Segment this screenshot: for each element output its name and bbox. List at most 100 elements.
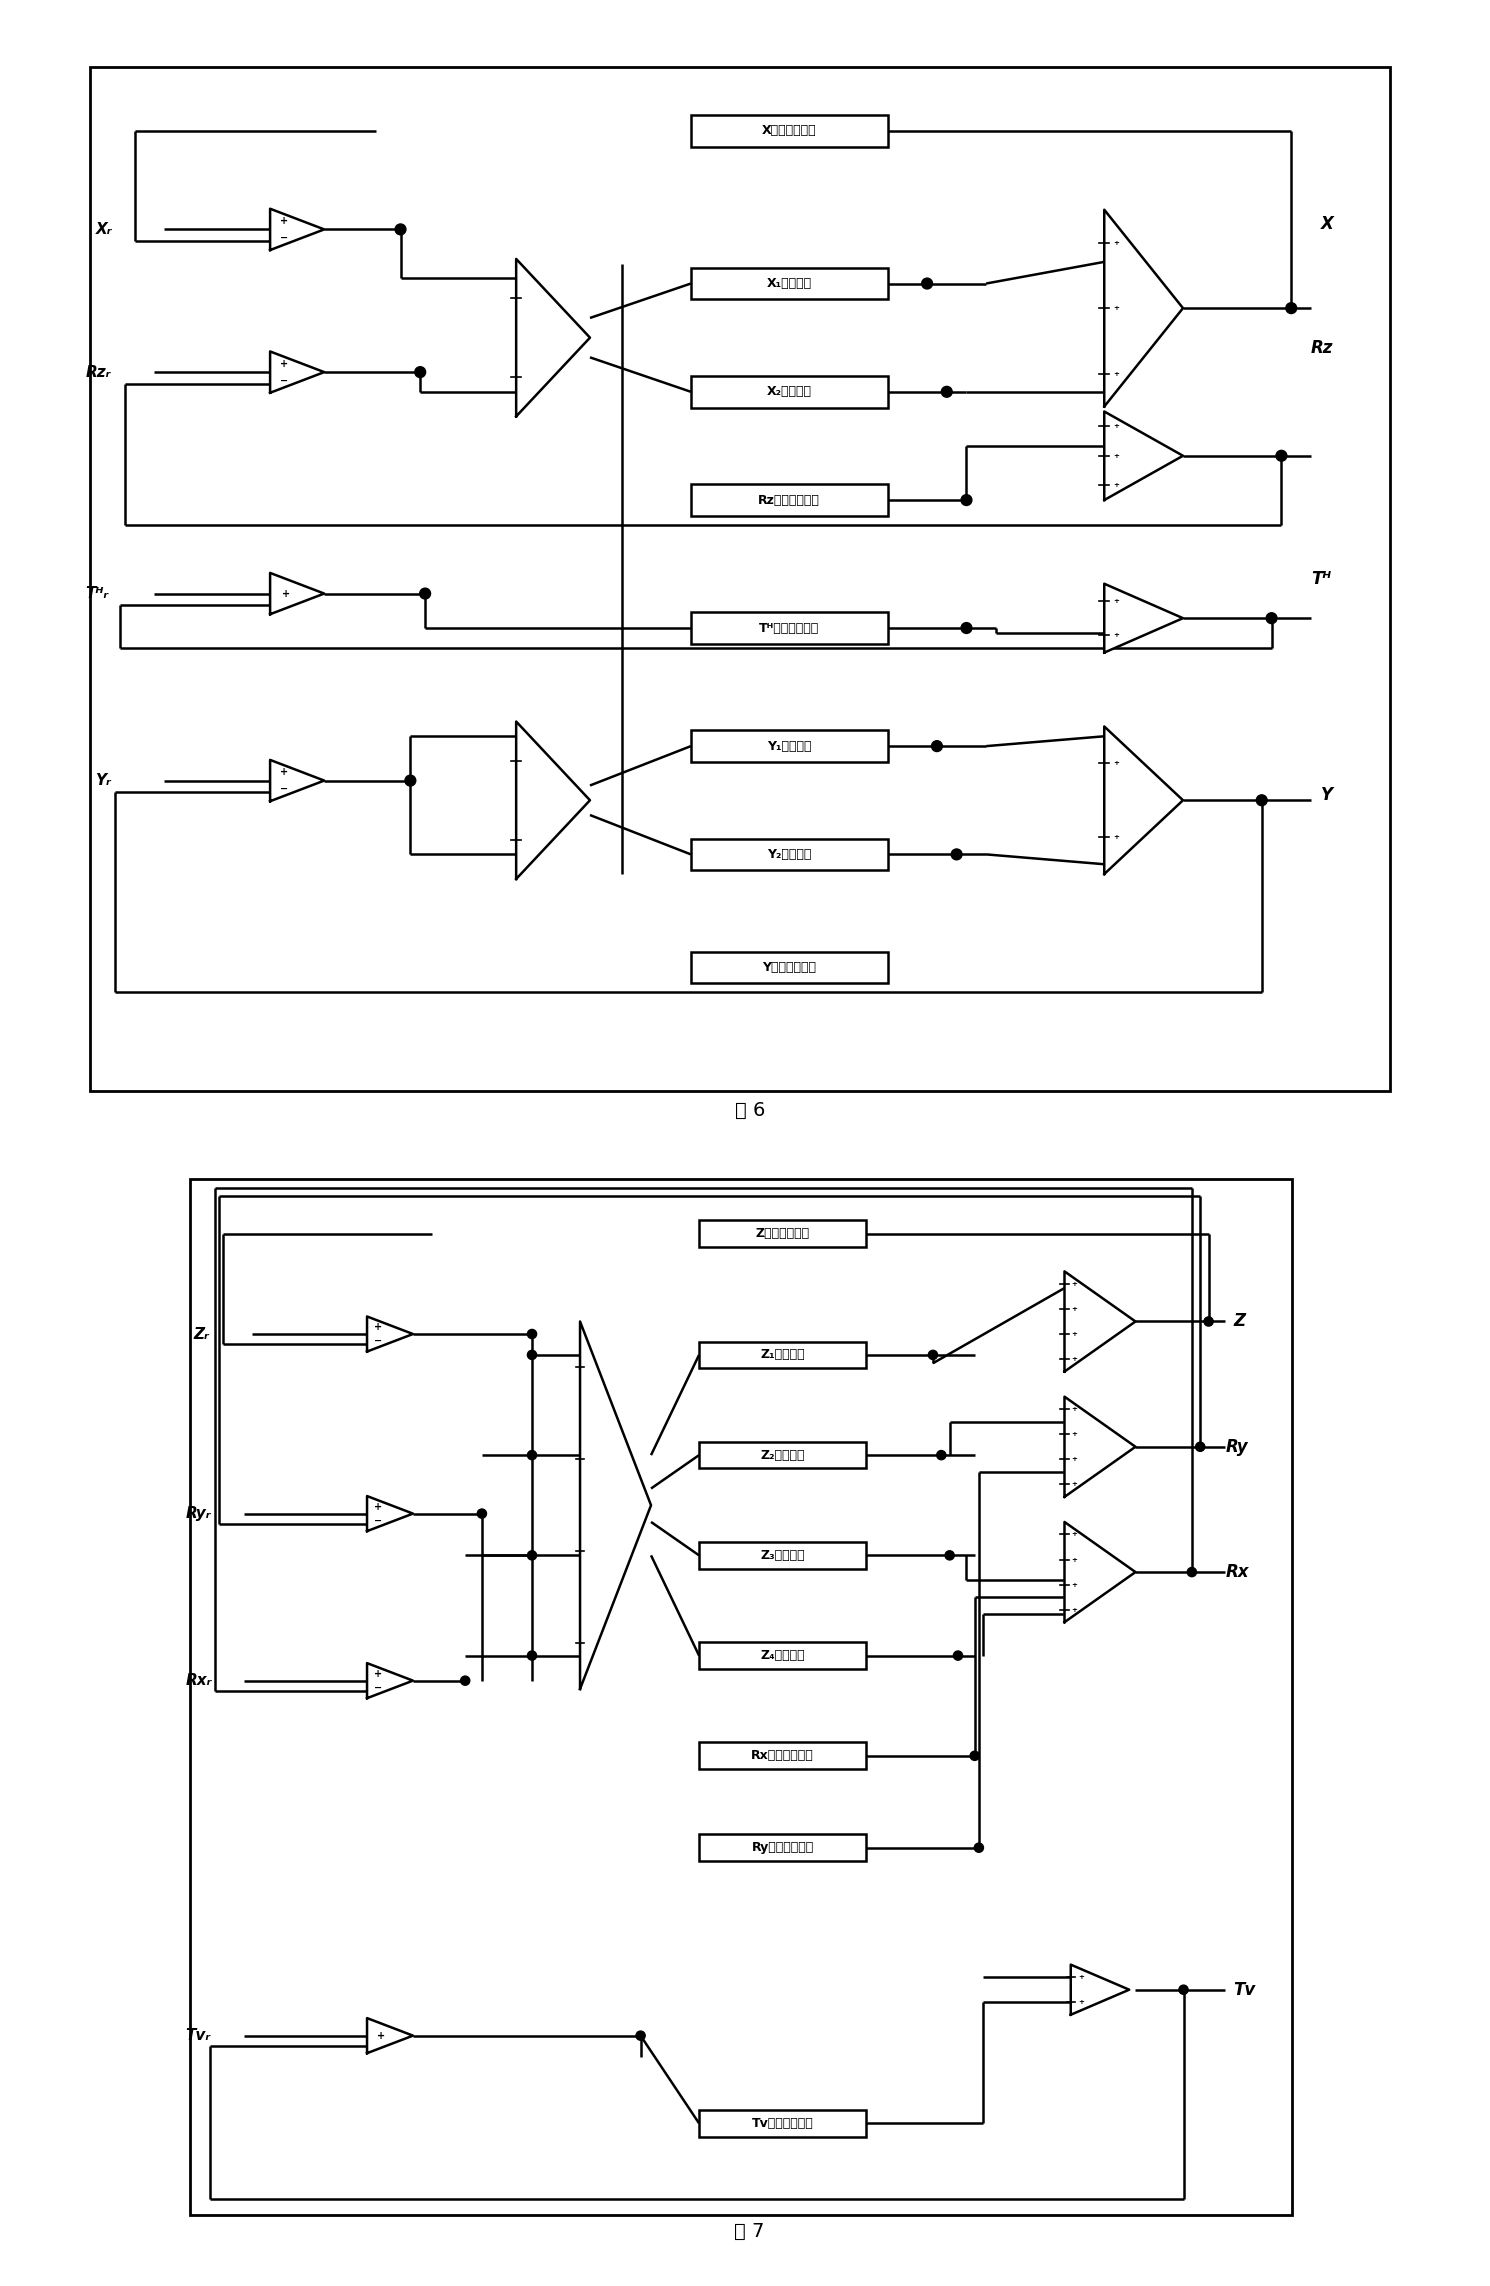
Polygon shape (270, 352, 325, 393)
Polygon shape (1104, 727, 1183, 873)
Bar (691, 839, 888, 871)
Text: Xᵣ: Xᵣ (95, 222, 112, 238)
Text: Z₄激振系统: Z₄激振系统 (760, 1648, 805, 1662)
Text: +: + (1113, 834, 1119, 841)
Circle shape (527, 1550, 536, 1559)
Text: +: + (280, 217, 288, 226)
Bar (699, 1342, 866, 1369)
Circle shape (928, 1351, 937, 1360)
Text: X₂激振系统: X₂激振系统 (767, 386, 812, 398)
Bar (699, 1543, 866, 1568)
Circle shape (961, 622, 971, 633)
Bar (699, 1833, 866, 1861)
Polygon shape (580, 1321, 651, 1689)
Bar (691, 114, 888, 146)
Text: +: + (1113, 240, 1119, 245)
Circle shape (942, 386, 952, 398)
Text: Z₁激振系统: Z₁激振系统 (760, 1349, 805, 1362)
Circle shape (414, 366, 426, 377)
Text: Rz: Rz (1311, 338, 1334, 357)
Text: X₁激振系统: X₁激振系统 (767, 277, 812, 290)
Text: +: + (1071, 1305, 1077, 1312)
Text: +: + (1113, 599, 1119, 604)
Circle shape (922, 279, 933, 288)
Text: Y₁激振系统: Y₁激振系统 (767, 741, 812, 752)
Text: Rxᵣ: Rxᵣ (185, 1673, 212, 1687)
Circle shape (405, 775, 416, 786)
Text: Rx: Rx (1225, 1564, 1249, 1582)
Circle shape (420, 588, 431, 599)
Bar (699, 1442, 866, 1468)
Polygon shape (1104, 210, 1183, 407)
Circle shape (1275, 450, 1287, 462)
Polygon shape (367, 2019, 413, 2053)
Text: Rzᵣ: Rzᵣ (85, 363, 110, 379)
Text: +: + (1071, 1607, 1077, 1612)
Circle shape (954, 1650, 963, 1660)
Bar (699, 1641, 866, 1669)
Circle shape (974, 1843, 983, 1852)
Circle shape (460, 1676, 469, 1685)
Polygon shape (1064, 1397, 1135, 1497)
Text: +: + (1113, 482, 1119, 489)
Polygon shape (1064, 1271, 1135, 1372)
Text: +: + (1071, 1280, 1077, 1287)
Text: +: + (1071, 1356, 1077, 1362)
Text: Tᴴᵣ: Tᴴᵣ (85, 585, 109, 601)
Circle shape (395, 224, 405, 235)
Bar (691, 267, 888, 299)
Text: +: + (1071, 1557, 1077, 1564)
Text: +: + (1071, 1406, 1077, 1413)
Text: +: + (1071, 1330, 1077, 1337)
Text: −: − (280, 233, 288, 242)
Bar (699, 2110, 866, 2137)
Text: Z: Z (1234, 1312, 1246, 1330)
Text: −: − (374, 1516, 383, 1525)
Polygon shape (516, 722, 590, 880)
Circle shape (1266, 613, 1277, 624)
Text: −: − (280, 375, 288, 386)
Text: +: + (282, 588, 291, 599)
Circle shape (1179, 1984, 1188, 1993)
Circle shape (1188, 1568, 1196, 1577)
Circle shape (931, 741, 942, 752)
Circle shape (527, 1452, 536, 1461)
Text: +: + (280, 768, 288, 777)
Text: +: + (1077, 2000, 1083, 2005)
Text: +: + (1113, 370, 1119, 377)
Text: +: + (1113, 423, 1119, 430)
Circle shape (527, 1650, 536, 1660)
Text: +: + (1077, 1975, 1083, 1980)
Polygon shape (367, 1317, 413, 1351)
Text: Tv向三状态反馈: Tv向三状态反馈 (752, 2117, 814, 2131)
Bar (699, 1742, 866, 1769)
Text: Y₂激振系统: Y₂激振系统 (767, 848, 812, 862)
Bar (691, 729, 888, 761)
Text: Tᴴ: Tᴴ (1311, 569, 1331, 588)
Polygon shape (1071, 1964, 1129, 2014)
Text: X: X (1320, 215, 1334, 233)
Text: +: + (377, 2030, 384, 2041)
Text: Rx向三状态反馈: Rx向三状态反馈 (751, 1749, 814, 1763)
Circle shape (1286, 302, 1296, 313)
Circle shape (945, 1550, 954, 1559)
Text: Ry: Ry (1225, 1438, 1249, 1456)
Polygon shape (270, 208, 325, 249)
Circle shape (937, 1452, 946, 1461)
Polygon shape (270, 759, 325, 800)
Text: Zᵣ: Zᵣ (194, 1326, 210, 1342)
Text: +: + (280, 359, 288, 368)
Circle shape (636, 2030, 645, 2039)
Circle shape (477, 1509, 486, 1518)
Polygon shape (516, 258, 590, 416)
Polygon shape (1064, 1522, 1135, 1623)
Polygon shape (270, 574, 325, 615)
Bar (691, 951, 888, 983)
Text: +: + (1113, 633, 1119, 638)
Text: Y向三状态反馈: Y向三状态反馈 (763, 960, 817, 974)
Text: −: − (374, 1335, 383, 1346)
Text: +: + (1071, 1456, 1077, 1463)
Text: Yᵣ: Yᵣ (95, 773, 112, 789)
Text: 图 6: 图 6 (735, 1102, 764, 1120)
Circle shape (951, 848, 963, 860)
